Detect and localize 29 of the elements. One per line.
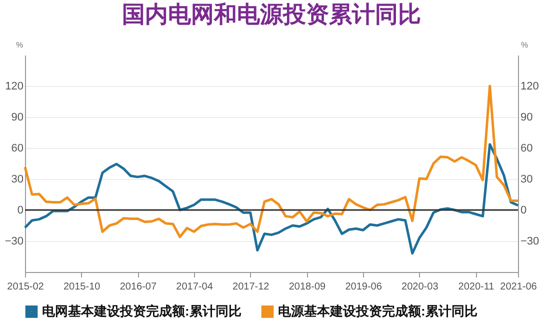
y-tick-label: 120 [5, 80, 24, 92]
x-tick-label: 2017-04 [176, 282, 214, 292]
x-tick-label: 2015-02 [7, 282, 44, 292]
y2-axis-title: % [520, 40, 528, 50]
x-tick-label: 2020-03 [402, 282, 439, 292]
x-tick-label: 2019-06 [345, 282, 382, 292]
x-tick-label: 2018-09 [288, 282, 326, 292]
y-axis-title: % [16, 40, 24, 50]
y2-tick-label: 90 [520, 112, 533, 124]
line-series [24, 84, 520, 238]
x-tick-label: 2015-10 [63, 282, 101, 292]
x-tick-label: 2020-11 [458, 282, 495, 292]
legend-label: 电网基本建设投资完成额:累计同比 [42, 304, 242, 319]
chart-title: 国内电网和电源投资累计同比 [122, 1, 421, 27]
x-tick-label: 2017-12 [232, 282, 270, 292]
legend-label: 电源基本建设投资完成额:累计同比 [278, 304, 478, 319]
y-tick-label: 0 [17, 204, 24, 216]
y2-tick-label: 60 [520, 142, 533, 154]
y2-tick-label: −30 [520, 236, 540, 248]
y-tick-label: −30 [4, 236, 24, 248]
y-tick-label: 30 [11, 174, 24, 186]
y2-tick-label: 120 [520, 80, 539, 92]
line-series [24, 143, 520, 255]
y-tick-label: 90 [11, 112, 24, 124]
y2-tick-label: 0 [520, 204, 527, 216]
x-tick-label: 2016-07 [120, 282, 157, 292]
y-tick-label: 60 [11, 142, 24, 154]
x-tick-label: 2021-06 [500, 282, 538, 292]
y2-tick-label: 30 [520, 174, 533, 186]
